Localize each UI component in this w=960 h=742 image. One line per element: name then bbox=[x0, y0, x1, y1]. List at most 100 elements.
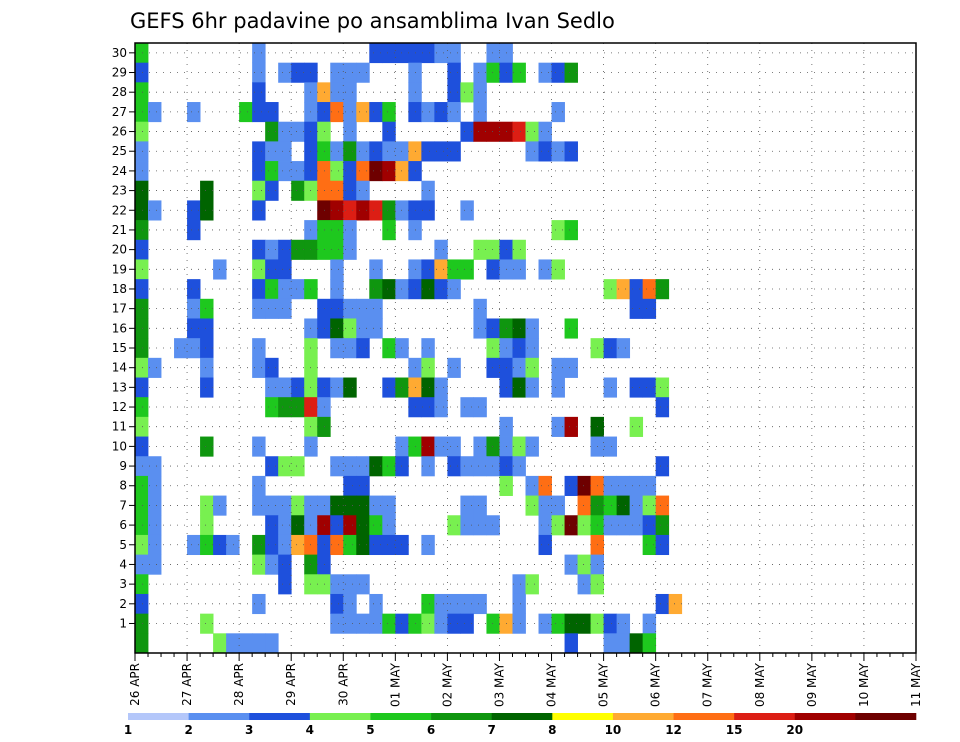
heatmap-cell bbox=[655, 397, 670, 418]
heatmap-cell bbox=[369, 318, 383, 339]
heatmap-cell bbox=[265, 102, 279, 123]
heatmap-cell bbox=[135, 574, 149, 595]
colorbar-label: 15 bbox=[726, 723, 743, 737]
y-tick-label: 5 bbox=[119, 538, 127, 552]
heatmap-cell bbox=[317, 180, 331, 201]
heatmap-cell bbox=[148, 495, 162, 516]
heatmap-cell bbox=[252, 338, 266, 359]
heatmap-cell bbox=[343, 121, 357, 142]
heatmap-cell bbox=[278, 534, 292, 556]
heatmap-cell bbox=[486, 436, 500, 457]
heatmap-cell bbox=[317, 377, 331, 398]
heatmap-cell bbox=[421, 141, 435, 162]
heatmap-cell bbox=[265, 377, 279, 398]
heatmap-cell bbox=[278, 456, 292, 477]
heatmap-cell bbox=[148, 456, 162, 477]
heatmap-cell bbox=[642, 377, 657, 398]
heatmap-cell bbox=[382, 121, 396, 142]
heatmap-cell bbox=[317, 495, 331, 516]
heatmap-cell bbox=[421, 102, 435, 123]
heatmap-cell bbox=[200, 200, 214, 221]
heatmap-cell bbox=[291, 239, 305, 260]
heatmap-cell bbox=[486, 613, 500, 634]
heatmap-cell bbox=[369, 515, 383, 536]
y-tick-label: 7 bbox=[119, 498, 127, 512]
heatmap-cell bbox=[278, 554, 292, 575]
heatmap-cell bbox=[473, 593, 487, 615]
heatmap-cell bbox=[265, 298, 279, 319]
heatmap-cell bbox=[135, 377, 149, 398]
y-tick-label: 12 bbox=[112, 400, 127, 414]
x-tick-label: 02 MAY bbox=[440, 662, 454, 707]
heatmap-cell bbox=[291, 121, 305, 142]
heatmap-cell bbox=[330, 298, 344, 319]
heatmap-cell bbox=[447, 141, 461, 162]
heatmap-cell bbox=[343, 62, 357, 83]
heatmap-cell bbox=[330, 456, 344, 477]
y-tick-label: 22 bbox=[112, 203, 127, 217]
heatmap-cell bbox=[603, 436, 618, 457]
heatmap-cell bbox=[200, 298, 214, 319]
heatmap-cell bbox=[512, 574, 526, 595]
heatmap-cell bbox=[278, 121, 292, 142]
heatmap-cell bbox=[564, 62, 578, 83]
heatmap-cell bbox=[265, 161, 279, 182]
heatmap-cell bbox=[135, 239, 149, 260]
heatmap-cell bbox=[642, 279, 657, 300]
heatmap-cell bbox=[135, 220, 149, 241]
heatmap-cell bbox=[252, 554, 266, 575]
colorbar-label: 1 bbox=[124, 723, 132, 737]
heatmap-cell bbox=[317, 554, 331, 575]
heatmap-cell bbox=[577, 495, 591, 516]
heatmap-cell bbox=[317, 298, 331, 319]
heatmap-cell bbox=[512, 436, 526, 457]
heatmap-cell bbox=[265, 456, 279, 477]
heatmap-cell bbox=[356, 534, 370, 556]
heatmap-cell bbox=[187, 220, 201, 241]
colorbar-label: 10 bbox=[605, 723, 622, 737]
heatmap-cell bbox=[252, 279, 266, 300]
heatmap-cell bbox=[473, 298, 487, 319]
heatmap-cell bbox=[603, 377, 618, 398]
heatmap-cell bbox=[330, 574, 344, 595]
heatmap-cell bbox=[486, 456, 500, 477]
heatmap-cell bbox=[343, 220, 357, 241]
heatmap-cell bbox=[252, 200, 266, 221]
heatmap-cell bbox=[473, 318, 487, 339]
heatmap-cell bbox=[265, 239, 279, 260]
heatmap-cell bbox=[239, 633, 253, 654]
colorbar-label: 3 bbox=[245, 723, 253, 737]
heatmap-cell bbox=[460, 495, 474, 516]
heatmap-cell bbox=[564, 318, 578, 339]
heatmap-cell bbox=[200, 318, 214, 339]
heatmap-cell bbox=[330, 259, 344, 280]
heatmap-cell bbox=[343, 593, 357, 615]
heatmap-cell bbox=[616, 633, 631, 654]
heatmap-cell bbox=[200, 338, 214, 359]
colorbar-label: 5 bbox=[366, 723, 374, 737]
x-tick-label: 29 APR bbox=[284, 663, 298, 706]
colorbar-swatch bbox=[309, 713, 371, 720]
heatmap-cell bbox=[551, 102, 565, 123]
heatmap-cell bbox=[278, 397, 292, 418]
heatmap-cell bbox=[187, 279, 201, 300]
heatmap-cell bbox=[135, 141, 149, 162]
heatmap-cell bbox=[603, 515, 618, 536]
heatmap-cell bbox=[655, 279, 670, 300]
heatmap-cell bbox=[252, 239, 266, 260]
heatmap-cell bbox=[421, 593, 435, 615]
colorbar-label: 12 bbox=[665, 723, 682, 737]
heatmap-cell bbox=[603, 613, 618, 634]
x-axis: 26 APR 27 APR 28 APR 29 APR 30 APR 01 MAY 02 M… bbox=[128, 653, 923, 707]
heatmap-cell bbox=[551, 62, 565, 83]
heatmap-cell bbox=[291, 62, 305, 83]
heatmap-cell bbox=[512, 338, 526, 359]
heatmap-cell bbox=[551, 495, 565, 516]
heatmap-cell bbox=[434, 279, 448, 300]
heatmap-cell bbox=[421, 456, 435, 477]
heatmap-cell bbox=[564, 613, 578, 634]
heatmap-cell bbox=[538, 475, 552, 496]
heatmap-cell bbox=[551, 357, 565, 378]
heatmap-cell bbox=[512, 613, 526, 634]
heatmap-cell bbox=[382, 279, 396, 300]
